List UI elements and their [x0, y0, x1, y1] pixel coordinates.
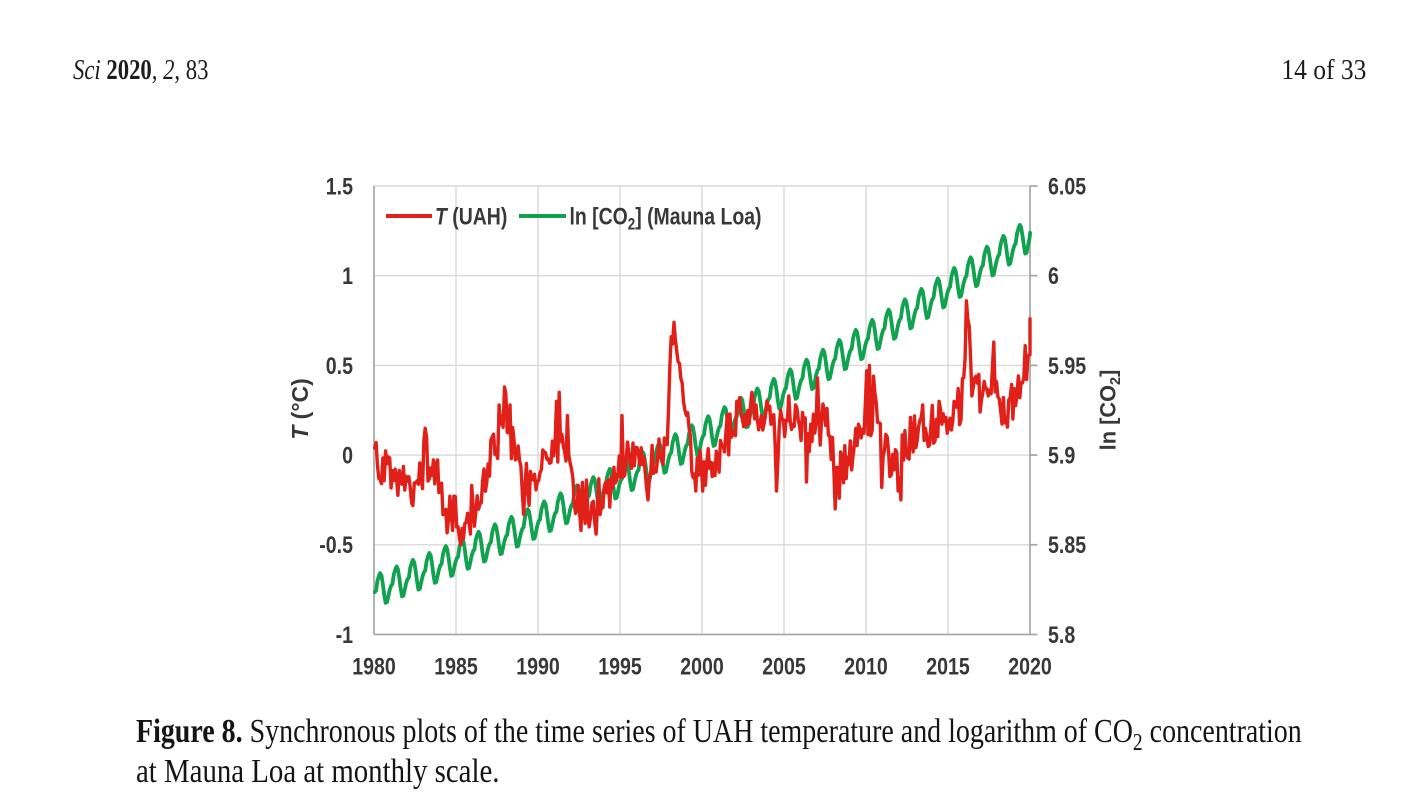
svg-text:2015: 2015 [926, 653, 970, 680]
svg-text:ln [CO2]: ln [CO2] [1096, 370, 1125, 451]
svg-text:1990: 1990 [516, 653, 560, 680]
svg-text:1: 1 [342, 262, 353, 289]
svg-text:5.85: 5.85 [1048, 531, 1086, 558]
svg-text:6.05: 6.05 [1048, 172, 1086, 199]
svg-text:6: 6 [1048, 262, 1059, 289]
svg-text:2020: 2020 [1008, 653, 1052, 680]
svg-text:0.5: 0.5 [326, 352, 353, 379]
svg-text:5.95: 5.95 [1048, 352, 1086, 379]
svg-text:-0.5: -0.5 [319, 531, 353, 558]
svg-text:2010: 2010 [844, 653, 888, 680]
svg-text:2005: 2005 [762, 653, 806, 680]
svg-text:5.8: 5.8 [1048, 621, 1075, 648]
svg-text:T (°C): T (°C) [287, 378, 313, 440]
svg-text:1995: 1995 [598, 653, 642, 680]
svg-text:1980: 1980 [352, 653, 396, 680]
svg-text:2000: 2000 [680, 653, 724, 680]
svg-text:-1: -1 [336, 621, 353, 648]
svg-text:5.9: 5.9 [1048, 442, 1075, 469]
svg-text:1.5: 1.5 [326, 172, 353, 199]
svg-text:ln [CO2] (Mauna Loa): ln [CO2] (Mauna Loa) [570, 203, 762, 234]
svg-text:T (UAH): T (UAH) [435, 203, 507, 230]
svg-text:0: 0 [342, 442, 353, 469]
svg-text:1985: 1985 [434, 653, 478, 680]
